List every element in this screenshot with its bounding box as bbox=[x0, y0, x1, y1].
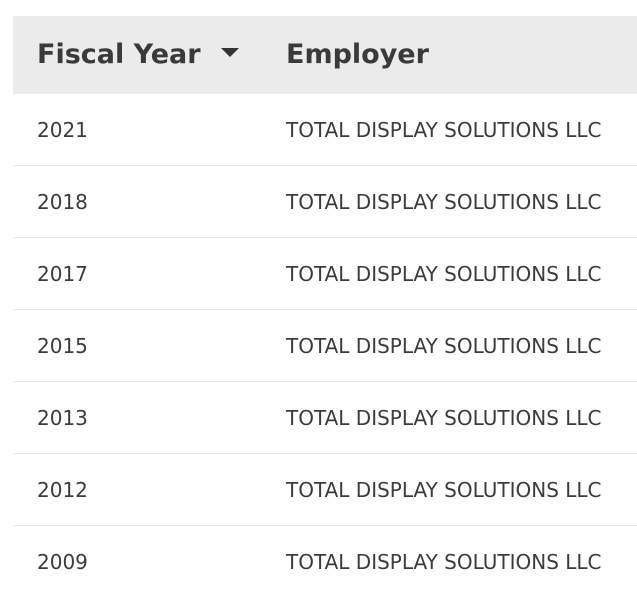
employer-cell: TOTAL DISPLAY SOLUTIONS LLC bbox=[286, 406, 602, 430]
fiscal-year-cell: 2015 bbox=[37, 334, 88, 358]
column-header-label: Employer bbox=[286, 39, 429, 70]
table-body: 2021 TOTAL DISPLAY SOLUTIONS LLC 2018 TO… bbox=[13, 94, 637, 598]
caret-down-icon[interactable] bbox=[220, 48, 239, 57]
results-table: Fiscal Year Employer 2021 TOTAL DISPLAY … bbox=[13, 16, 637, 598]
column-header-fiscal-year[interactable]: Fiscal Year bbox=[37, 16, 239, 94]
table-row: 2012 TOTAL DISPLAY SOLUTIONS LLC bbox=[13, 454, 637, 526]
table-row: 2015 TOTAL DISPLAY SOLUTIONS LLC bbox=[13, 310, 637, 382]
column-header-label: Fiscal Year bbox=[37, 39, 201, 70]
fiscal-year-cell: 2021 bbox=[37, 118, 88, 142]
column-header-employer[interactable]: Employer bbox=[286, 16, 429, 94]
table-row: 2017 TOTAL DISPLAY SOLUTIONS LLC bbox=[13, 238, 637, 310]
table-header: Fiscal Year Employer bbox=[13, 16, 637, 94]
table-row: 2013 TOTAL DISPLAY SOLUTIONS LLC bbox=[13, 382, 637, 454]
table-row: 2021 TOTAL DISPLAY SOLUTIONS LLC bbox=[13, 94, 637, 166]
employer-cell: TOTAL DISPLAY SOLUTIONS LLC bbox=[286, 478, 602, 502]
employer-cell: TOTAL DISPLAY SOLUTIONS LLC bbox=[286, 262, 602, 286]
employer-cell: TOTAL DISPLAY SOLUTIONS LLC bbox=[286, 190, 602, 214]
employer-cell: TOTAL DISPLAY SOLUTIONS LLC bbox=[286, 334, 602, 358]
table-row: 2018 TOTAL DISPLAY SOLUTIONS LLC bbox=[13, 166, 637, 238]
fiscal-year-cell: 2013 bbox=[37, 406, 88, 430]
fiscal-year-cell: 2017 bbox=[37, 262, 88, 286]
fiscal-year-cell: 2009 bbox=[37, 550, 88, 574]
employer-cell: TOTAL DISPLAY SOLUTIONS LLC bbox=[286, 118, 602, 142]
fiscal-year-cell: 2018 bbox=[37, 190, 88, 214]
fiscal-year-cell: 2012 bbox=[37, 478, 88, 502]
employer-cell: TOTAL DISPLAY SOLUTIONS LLC bbox=[286, 550, 602, 574]
table-row: 2009 TOTAL DISPLAY SOLUTIONS LLC bbox=[13, 526, 637, 598]
